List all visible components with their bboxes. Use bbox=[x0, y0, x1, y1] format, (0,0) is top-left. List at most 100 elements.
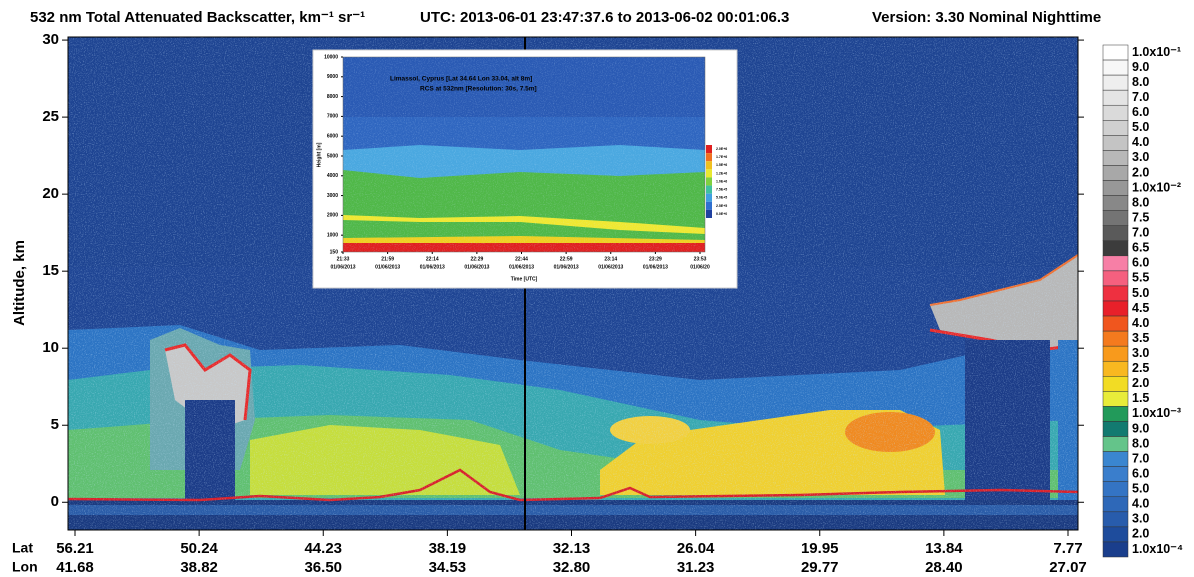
colorbar-label: 6.0 bbox=[1132, 466, 1149, 480]
colorbar-swatch bbox=[1102, 225, 1129, 242]
colorbar-swatch bbox=[1102, 255, 1129, 272]
x-tick-label: 23:29 bbox=[649, 256, 662, 262]
x-tick-label: 36.50 bbox=[304, 559, 342, 576]
x-tick-label: 38.82 bbox=[180, 559, 218, 576]
x-tick-label: 01/06/2013 bbox=[375, 264, 400, 270]
colorbar-swatch bbox=[1102, 481, 1129, 498]
colorbar-swatch bbox=[706, 193, 712, 202]
colorbar-swatch bbox=[1102, 89, 1129, 106]
colorbar-label: 3.0 bbox=[1132, 512, 1149, 526]
colorbar-label: 1.5 bbox=[1132, 391, 1149, 405]
y-tick-label: 20 bbox=[42, 185, 59, 202]
colorbar-label: 7.5 bbox=[1132, 210, 1149, 224]
colorbar-swatch bbox=[1102, 270, 1129, 287]
colorbar-swatch bbox=[1102, 345, 1129, 362]
colorbar-label: 8.0 bbox=[1132, 436, 1149, 450]
colorbar-label: 7.0 bbox=[1132, 451, 1149, 465]
y-tick-label: 8000 bbox=[327, 94, 338, 100]
colorbar-label: 6.0 bbox=[1132, 256, 1149, 270]
colorbar-label: 1.5E+6 bbox=[716, 163, 727, 167]
colorbar-label: 2.0E+6 bbox=[716, 147, 727, 151]
chart-subtitle: UTC: 2013-06-01 23:47:37.6 to 2013-06-02… bbox=[420, 9, 789, 26]
colorbar-swatch bbox=[1102, 165, 1129, 181]
colorbar-label: 8.0 bbox=[1132, 195, 1149, 209]
chart-title: 532 nm Total Attenuated Backscatter, km⁻… bbox=[30, 9, 365, 26]
x-tick-label: 23:53 bbox=[694, 256, 707, 262]
colorbar-swatch bbox=[1102, 526, 1129, 543]
colorbar-label: 1.0E+6 bbox=[716, 179, 727, 183]
colorbar-label: 8.0 bbox=[1132, 75, 1149, 89]
x-tick-label: 32.13 bbox=[553, 540, 591, 557]
inset-x-label: Time [UTC] bbox=[511, 276, 538, 282]
colorbar-swatch bbox=[1102, 315, 1129, 332]
y-axis-label: Altitude, km bbox=[11, 240, 28, 326]
x-tick-label: 01/06/2013 bbox=[643, 264, 668, 270]
colorbar-label: 4.0 bbox=[1132, 497, 1149, 511]
x-tick-label: 22:14 bbox=[426, 256, 439, 262]
colorbar-label: 6.0 bbox=[1132, 105, 1149, 119]
inset-title: Limassol, Cyprus [Lat 34.64 Lon 33.04, a… bbox=[390, 76, 532, 83]
y-tick-label: 6000 bbox=[327, 134, 338, 140]
colorbar-label: 1.7E+6 bbox=[716, 155, 727, 159]
colorbar-swatch bbox=[1102, 195, 1129, 211]
x-row-name: Lon bbox=[12, 559, 38, 575]
x-tick-label: 56.21 bbox=[56, 540, 94, 557]
colorbar-swatch bbox=[1102, 44, 1129, 61]
plot-frame bbox=[67, 36, 1079, 531]
colorbar-swatch bbox=[706, 185, 712, 194]
colorbar-label: 5.0 bbox=[1132, 286, 1149, 300]
colorbar-label: 0.0E+0 bbox=[716, 212, 727, 216]
x-tick-label: 32.80 bbox=[553, 559, 591, 576]
colorbar-label: 2.0 bbox=[1132, 165, 1149, 179]
colorbar-swatch bbox=[1102, 240, 1129, 257]
x-tick-label: 22:44 bbox=[515, 256, 528, 262]
inset-field bbox=[343, 57, 705, 252]
y-tick-label: 2000 bbox=[327, 213, 338, 219]
x-tick-label: 29.77 bbox=[801, 559, 839, 576]
colorbar-label: 9.0 bbox=[1132, 421, 1149, 435]
x-tick-label: 22:59 bbox=[560, 256, 573, 262]
colorbar-label: 5.0 bbox=[1132, 482, 1149, 496]
colorbar-label: 2.5 bbox=[1132, 361, 1149, 375]
colorbar-swatch bbox=[706, 209, 712, 218]
colorbar-swatch bbox=[706, 161, 712, 170]
colorbar-label: 5.0 bbox=[1132, 120, 1149, 134]
colorbar-swatch bbox=[1102, 210, 1129, 226]
inset-axes: 150 1000 2000 3000 4000 5000 6000 7000 8000 9000 1… bbox=[324, 54, 727, 270]
x-tick-label: 50.24 bbox=[180, 540, 218, 557]
x-tick-label: 19.95 bbox=[801, 540, 839, 557]
colorbar-swatch bbox=[1102, 360, 1129, 377]
colorbar-swatch bbox=[1102, 421, 1129, 437]
y-tick-label: 0 bbox=[51, 493, 59, 510]
inset-y-label: Height [m] bbox=[316, 142, 322, 167]
colorbar-swatch bbox=[1102, 300, 1129, 317]
y-tick-label: 150 bbox=[330, 249, 339, 255]
colorbar-label: 1.0x10⁻² bbox=[1132, 180, 1181, 194]
colorbar-swatch bbox=[706, 177, 712, 186]
x-tick-label: 01/06/20 bbox=[690, 264, 710, 270]
colorbar-label: 2.0 bbox=[1132, 527, 1149, 541]
colorbar-label: 3.0 bbox=[1132, 150, 1149, 164]
colorbar-label: 7.0 bbox=[1132, 90, 1149, 104]
y-tick-label: 4000 bbox=[327, 173, 338, 179]
x-tick-label: 26.04 bbox=[677, 540, 715, 557]
x-tick-label: 44.23 bbox=[304, 540, 342, 557]
colorbar-swatch bbox=[1102, 391, 1129, 407]
x-tick-label: 22:29 bbox=[470, 256, 483, 262]
y-tick-label: 7000 bbox=[327, 114, 338, 120]
colorbar-swatch bbox=[1102, 541, 1129, 558]
colorbar-swatch bbox=[1102, 376, 1129, 392]
colorbar-swatch bbox=[706, 153, 712, 162]
colorbar-label: 4.0 bbox=[1132, 316, 1149, 330]
x-tick-label: 01/06/2013 bbox=[554, 264, 579, 270]
colorbar-label: 5.5 bbox=[1132, 271, 1149, 285]
x-tick-label: 21:59 bbox=[381, 256, 394, 262]
colorbar-label: 2.5E+5 bbox=[716, 204, 727, 208]
x-tick-label: 28.40 bbox=[925, 559, 963, 576]
colorbar-swatch bbox=[1102, 120, 1129, 136]
x-tick-label: 7.77 bbox=[1053, 540, 1082, 557]
colorbar-swatch bbox=[1102, 74, 1129, 91]
x-tick-label: 01/06/2013 bbox=[420, 264, 445, 270]
colorbar-swatch bbox=[1102, 451, 1129, 467]
colorbar-label: 1.0x10⁻¹ bbox=[1132, 45, 1181, 59]
